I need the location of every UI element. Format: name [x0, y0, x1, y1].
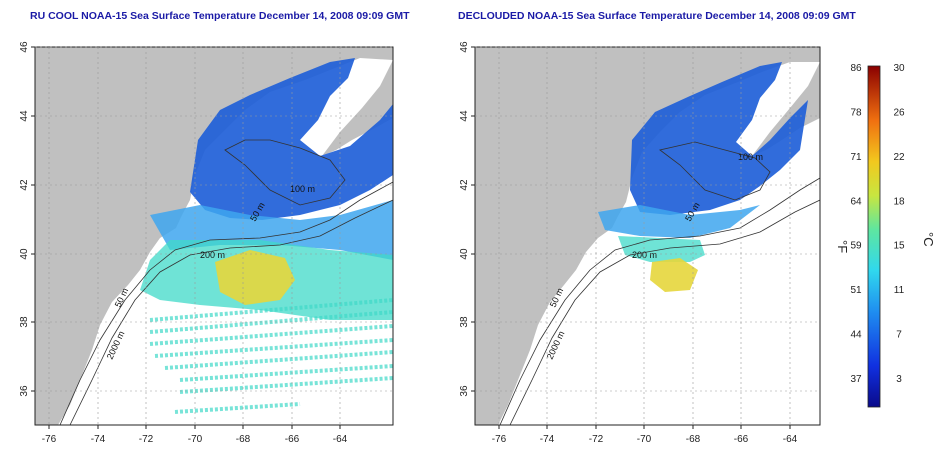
x-tick-label: -64 [783, 434, 798, 445]
x-tick-label: -76 [42, 434, 57, 445]
x-tick-label: -64 [333, 434, 348, 445]
colorbar-fahrenheit-tick: 59 [850, 241, 862, 252]
x-tick-label: -72 [139, 434, 154, 445]
right-panel-title: DECLOUDED NOAA-15 Sea Surface Temperatur… [458, 10, 856, 22]
right-map-panel: 100 m 50 m 200 m 50 m 2000 m [474, 46, 821, 426]
y-tick-label: 40 [459, 248, 470, 260]
colorbar-fahrenheit-tick: 71 [850, 152, 862, 163]
right-axes: -76 -74 -72 -70 -68 -66 -64 46 44 42 40 38 36 [459, 41, 820, 445]
sst-gulf-of-maine [190, 58, 393, 220]
colorbar-celsius-tick: 15 [893, 241, 905, 252]
x-tick-label: -70 [637, 434, 652, 445]
nova-scotia-land [322, 60, 393, 156]
colorbar: 86 78 71 64 59 51 44 37 30 26 22 18 15 11 7 3 °F °C [835, 63, 936, 408]
x-tick-label: -74 [91, 434, 106, 445]
contour-label: 100 m [738, 152, 763, 162]
sst-gulf-of-maine [630, 62, 808, 215]
x-tick-label: -70 [188, 434, 203, 445]
colorbar-celsius-tick: 26 [893, 107, 905, 118]
sst-shelf-water [598, 205, 760, 238]
colorbar-fahrenheit-label: °F [835, 240, 850, 253]
colorbar-fahrenheit-tick: 64 [850, 196, 862, 207]
colorbar-gradient [867, 65, 881, 408]
colorbar-celsius-tick: 7 [896, 330, 902, 341]
colorbar-fahrenheit-tick: 37 [850, 374, 862, 385]
colorbar-fahrenheit-tick: 86 [850, 63, 862, 74]
y-tick-label: 38 [19, 316, 30, 328]
colorbar-fahrenheit-tick: 51 [850, 285, 862, 296]
y-tick-label: 38 [459, 316, 470, 328]
y-tick-label: 44 [19, 110, 30, 122]
land-mass [35, 47, 393, 425]
colorbar-celsius-tick: 22 [893, 152, 905, 163]
colorbar-fahrenheit-tick: 78 [850, 107, 862, 118]
colorbar-fahrenheit-tick: 44 [850, 330, 862, 341]
contour-label: 200 m [632, 250, 657, 260]
y-tick-label: 36 [19, 385, 30, 397]
x-tick-label: -74 [540, 434, 555, 445]
land-mass [475, 47, 820, 425]
scan-streaks [149, 298, 393, 414]
colorbar-celsius-tick: 30 [893, 63, 905, 74]
sst-warm-patch [650, 258, 698, 292]
right-map-frame [474, 46, 821, 426]
bathymetry-contours [59, 139, 393, 425]
left-map-frame [34, 46, 394, 426]
sst-mid-band [618, 236, 705, 262]
contour-label: 200 m [200, 250, 225, 260]
contour-label: 100 m [290, 184, 315, 194]
y-tick-label: 46 [19, 41, 30, 53]
bathymetry-contours [499, 141, 820, 425]
colorbar-celsius-tick: 18 [893, 196, 905, 207]
y-tick-label: 44 [459, 110, 470, 122]
left-map-panel: 100 m 50 m 200 m 50 m 2000 m [34, 46, 394, 426]
y-tick-label: 36 [459, 385, 470, 397]
y-tick-label: 46 [459, 41, 470, 53]
x-tick-label: -66 [285, 434, 300, 445]
x-tick-label: -68 [236, 434, 251, 445]
x-tick-label: -68 [686, 434, 701, 445]
colorbar-ticks: 86 78 71 64 59 51 44 37 30 26 22 18 15 11 7 3 [850, 63, 905, 385]
x-tick-label: -76 [492, 434, 507, 445]
x-tick-label: -72 [589, 434, 604, 445]
colorbar-celsius-label: °C [921, 232, 936, 247]
left-panel-title: RU COOL NOAA-15 Sea Surface Temperature … [30, 10, 410, 22]
left-axes: -76 -74 -72 -70 -68 -66 -64 46 44 42 40 38 36 [19, 41, 393, 445]
x-tick-label: -66 [734, 434, 749, 445]
y-tick-label: 42 [19, 179, 30, 191]
y-tick-label: 42 [459, 179, 470, 191]
colorbar-celsius-tick: 3 [896, 374, 902, 385]
sst-warm-patch [215, 250, 295, 305]
colorbar-celsius-tick: 11 [894, 285, 905, 296]
y-tick-label: 40 [19, 248, 30, 260]
